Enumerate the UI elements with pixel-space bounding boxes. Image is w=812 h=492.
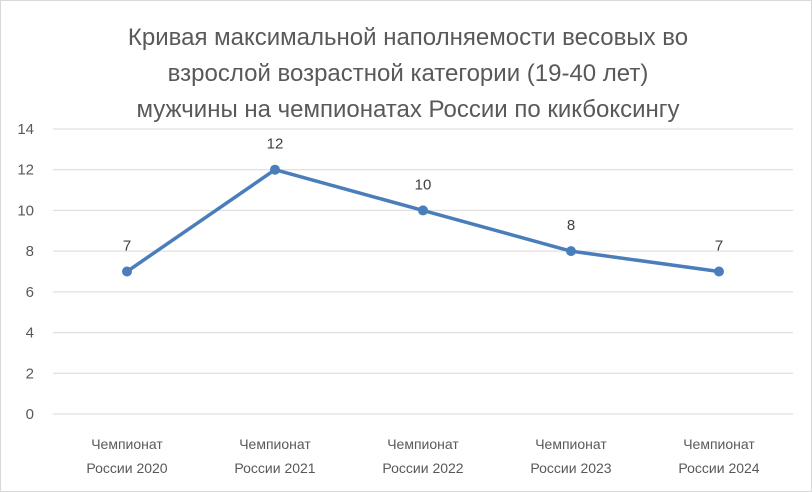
y-tick-label: 6: [26, 284, 34, 301]
x-tick-label-line: России 2021: [234, 460, 315, 476]
chart-title-line: взрослой возрастной категории (19-40 лет…: [168, 60, 649, 87]
chart-title: Кривая максимальной наполняемости весовы…: [128, 24, 688, 123]
x-tick-label: Чемпионат России 2023: [530, 436, 611, 476]
y-tick-label: 0: [26, 406, 34, 423]
data-point: [122, 266, 132, 277]
data-label: 7: [715, 238, 723, 255]
data-label: 7: [123, 238, 131, 255]
data-label: 10: [415, 176, 432, 193]
y-axis: 0 2 4 6 8 10 12 14: [17, 121, 34, 423]
x-tick-label-line: России 2022: [382, 460, 463, 476]
data-label: 12: [267, 136, 284, 153]
data-point: [418, 205, 428, 216]
data-label: 8: [567, 217, 575, 234]
x-tick-label: Чемпионат России 2021: [234, 436, 315, 476]
y-tick-label: 4: [26, 325, 34, 342]
series: [122, 164, 724, 277]
x-tick-label-line: России 2024: [678, 460, 759, 476]
chart-title-line: Кривая максимальной наполняемости весовы…: [128, 24, 688, 51]
y-tick-label: 10: [17, 202, 34, 219]
x-tick-label: Чемпионат России 2022: [382, 436, 463, 476]
y-tick-label: 12: [17, 162, 34, 179]
x-tick-label-line: России 2023: [530, 460, 611, 476]
gridlines: [53, 128, 793, 415]
data-point: [566, 246, 576, 257]
x-tick-label-line: Чемпионат: [239, 436, 311, 452]
x-tick-label: Чемпионат России 2024: [678, 436, 759, 476]
x-tick-label-line: Чемпионат: [683, 436, 755, 452]
x-tick-label-line: Чемпионат: [91, 436, 163, 452]
x-tick-label: Чемпионат России 2020: [86, 436, 167, 476]
x-tick-label-line: России 2020: [86, 460, 167, 476]
y-tick-label: 2: [26, 365, 34, 382]
data-point: [714, 266, 724, 277]
data-point: [270, 164, 280, 175]
chart-title-line: мужчины на чемпионатах России по кикбокс…: [136, 96, 679, 123]
x-tick-label-line: Чемпионат: [535, 436, 607, 452]
x-tick-label-line: Чемпионат: [387, 436, 459, 452]
y-tick-label: 14: [17, 121, 34, 138]
data-labels: 7 12 10 8 7: [123, 136, 723, 255]
x-axis: Чемпионат России 2020 Чемпионат России 2021…: [86, 436, 759, 476]
y-tick-label: 8: [26, 243, 34, 260]
